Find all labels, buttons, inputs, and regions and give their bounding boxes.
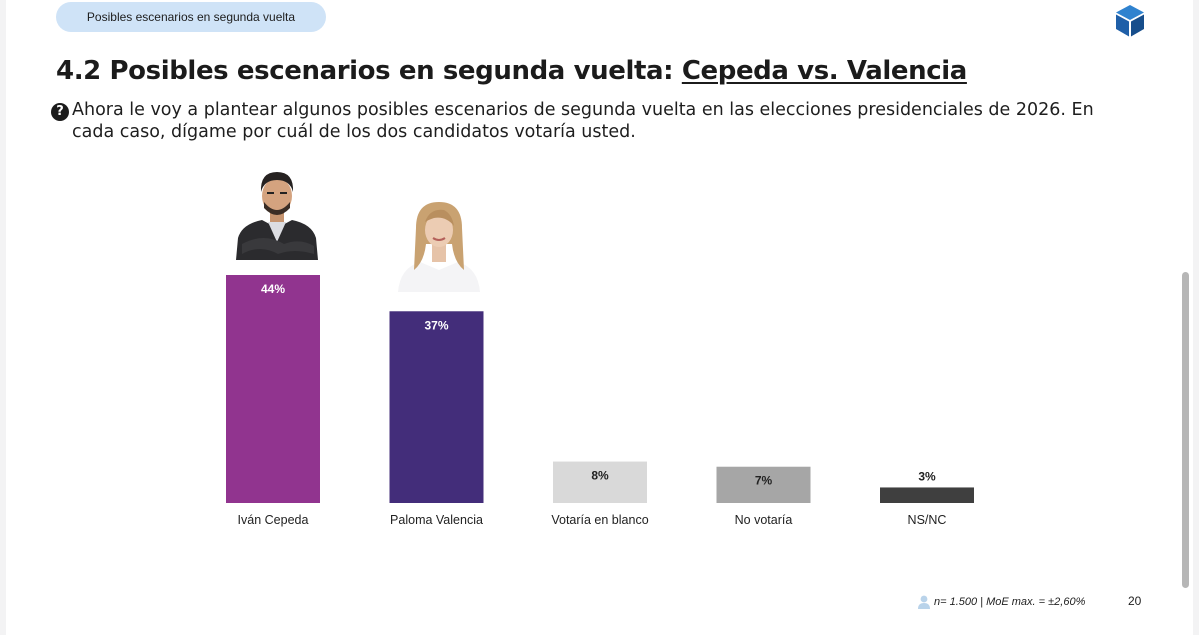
bar-value-label-3: 7% xyxy=(755,474,773,488)
bar-2 xyxy=(553,461,647,503)
candidate-portrait-valencia xyxy=(398,202,480,292)
section-tab[interactable]: Posibles escenarios en segunda vuelta xyxy=(56,2,326,32)
page-number: 20 xyxy=(1128,594,1142,608)
bar-value-label-1: 37% xyxy=(424,318,448,332)
category-label-3: No votaría xyxy=(735,513,793,527)
category-label-4: NS/NC xyxy=(908,513,947,527)
bar-3 xyxy=(716,466,811,503)
slide xyxy=(6,0,1193,635)
question-icon: ? xyxy=(51,103,69,121)
category-label-1: Paloma Valencia xyxy=(390,513,483,527)
person-icon xyxy=(918,595,930,609)
title-highlight: Cepeda vs. Valencia xyxy=(681,56,967,86)
bar-1 xyxy=(389,311,484,503)
bar-value-label-0: 44% xyxy=(261,282,285,296)
bar-value-label-4: 3% xyxy=(918,469,936,483)
bar-4 xyxy=(880,487,974,503)
survey-question: Ahora le voy a plantear algunos posibles… xyxy=(72,100,1094,142)
category-label-2: Votaría en blanco xyxy=(551,513,648,527)
scrollbar[interactable] xyxy=(1182,272,1189,588)
bar-value-label-2: 8% xyxy=(591,469,609,483)
category-label-0: Iván Cepeda xyxy=(238,513,309,527)
candidate-portrait-cepeda xyxy=(236,172,318,260)
sample-text: n= 1.500 | MoE max. = ±2,60% xyxy=(934,595,1086,608)
cube-logo-icon xyxy=(1116,5,1144,37)
bar-0 xyxy=(226,275,320,503)
title-prefix: 4.2 Posibles escenarios en segunda vuelt… xyxy=(56,56,682,86)
page-title: 4.2 Posibles escenarios en segunda vuelt… xyxy=(56,56,967,86)
sample-info: n= 1.500 | MoE max. = ±2,60% xyxy=(918,595,1085,609)
bar-chart: 44% Iván Cepeda 37% Paloma Valencia 8% Votarí… xyxy=(226,275,974,527)
